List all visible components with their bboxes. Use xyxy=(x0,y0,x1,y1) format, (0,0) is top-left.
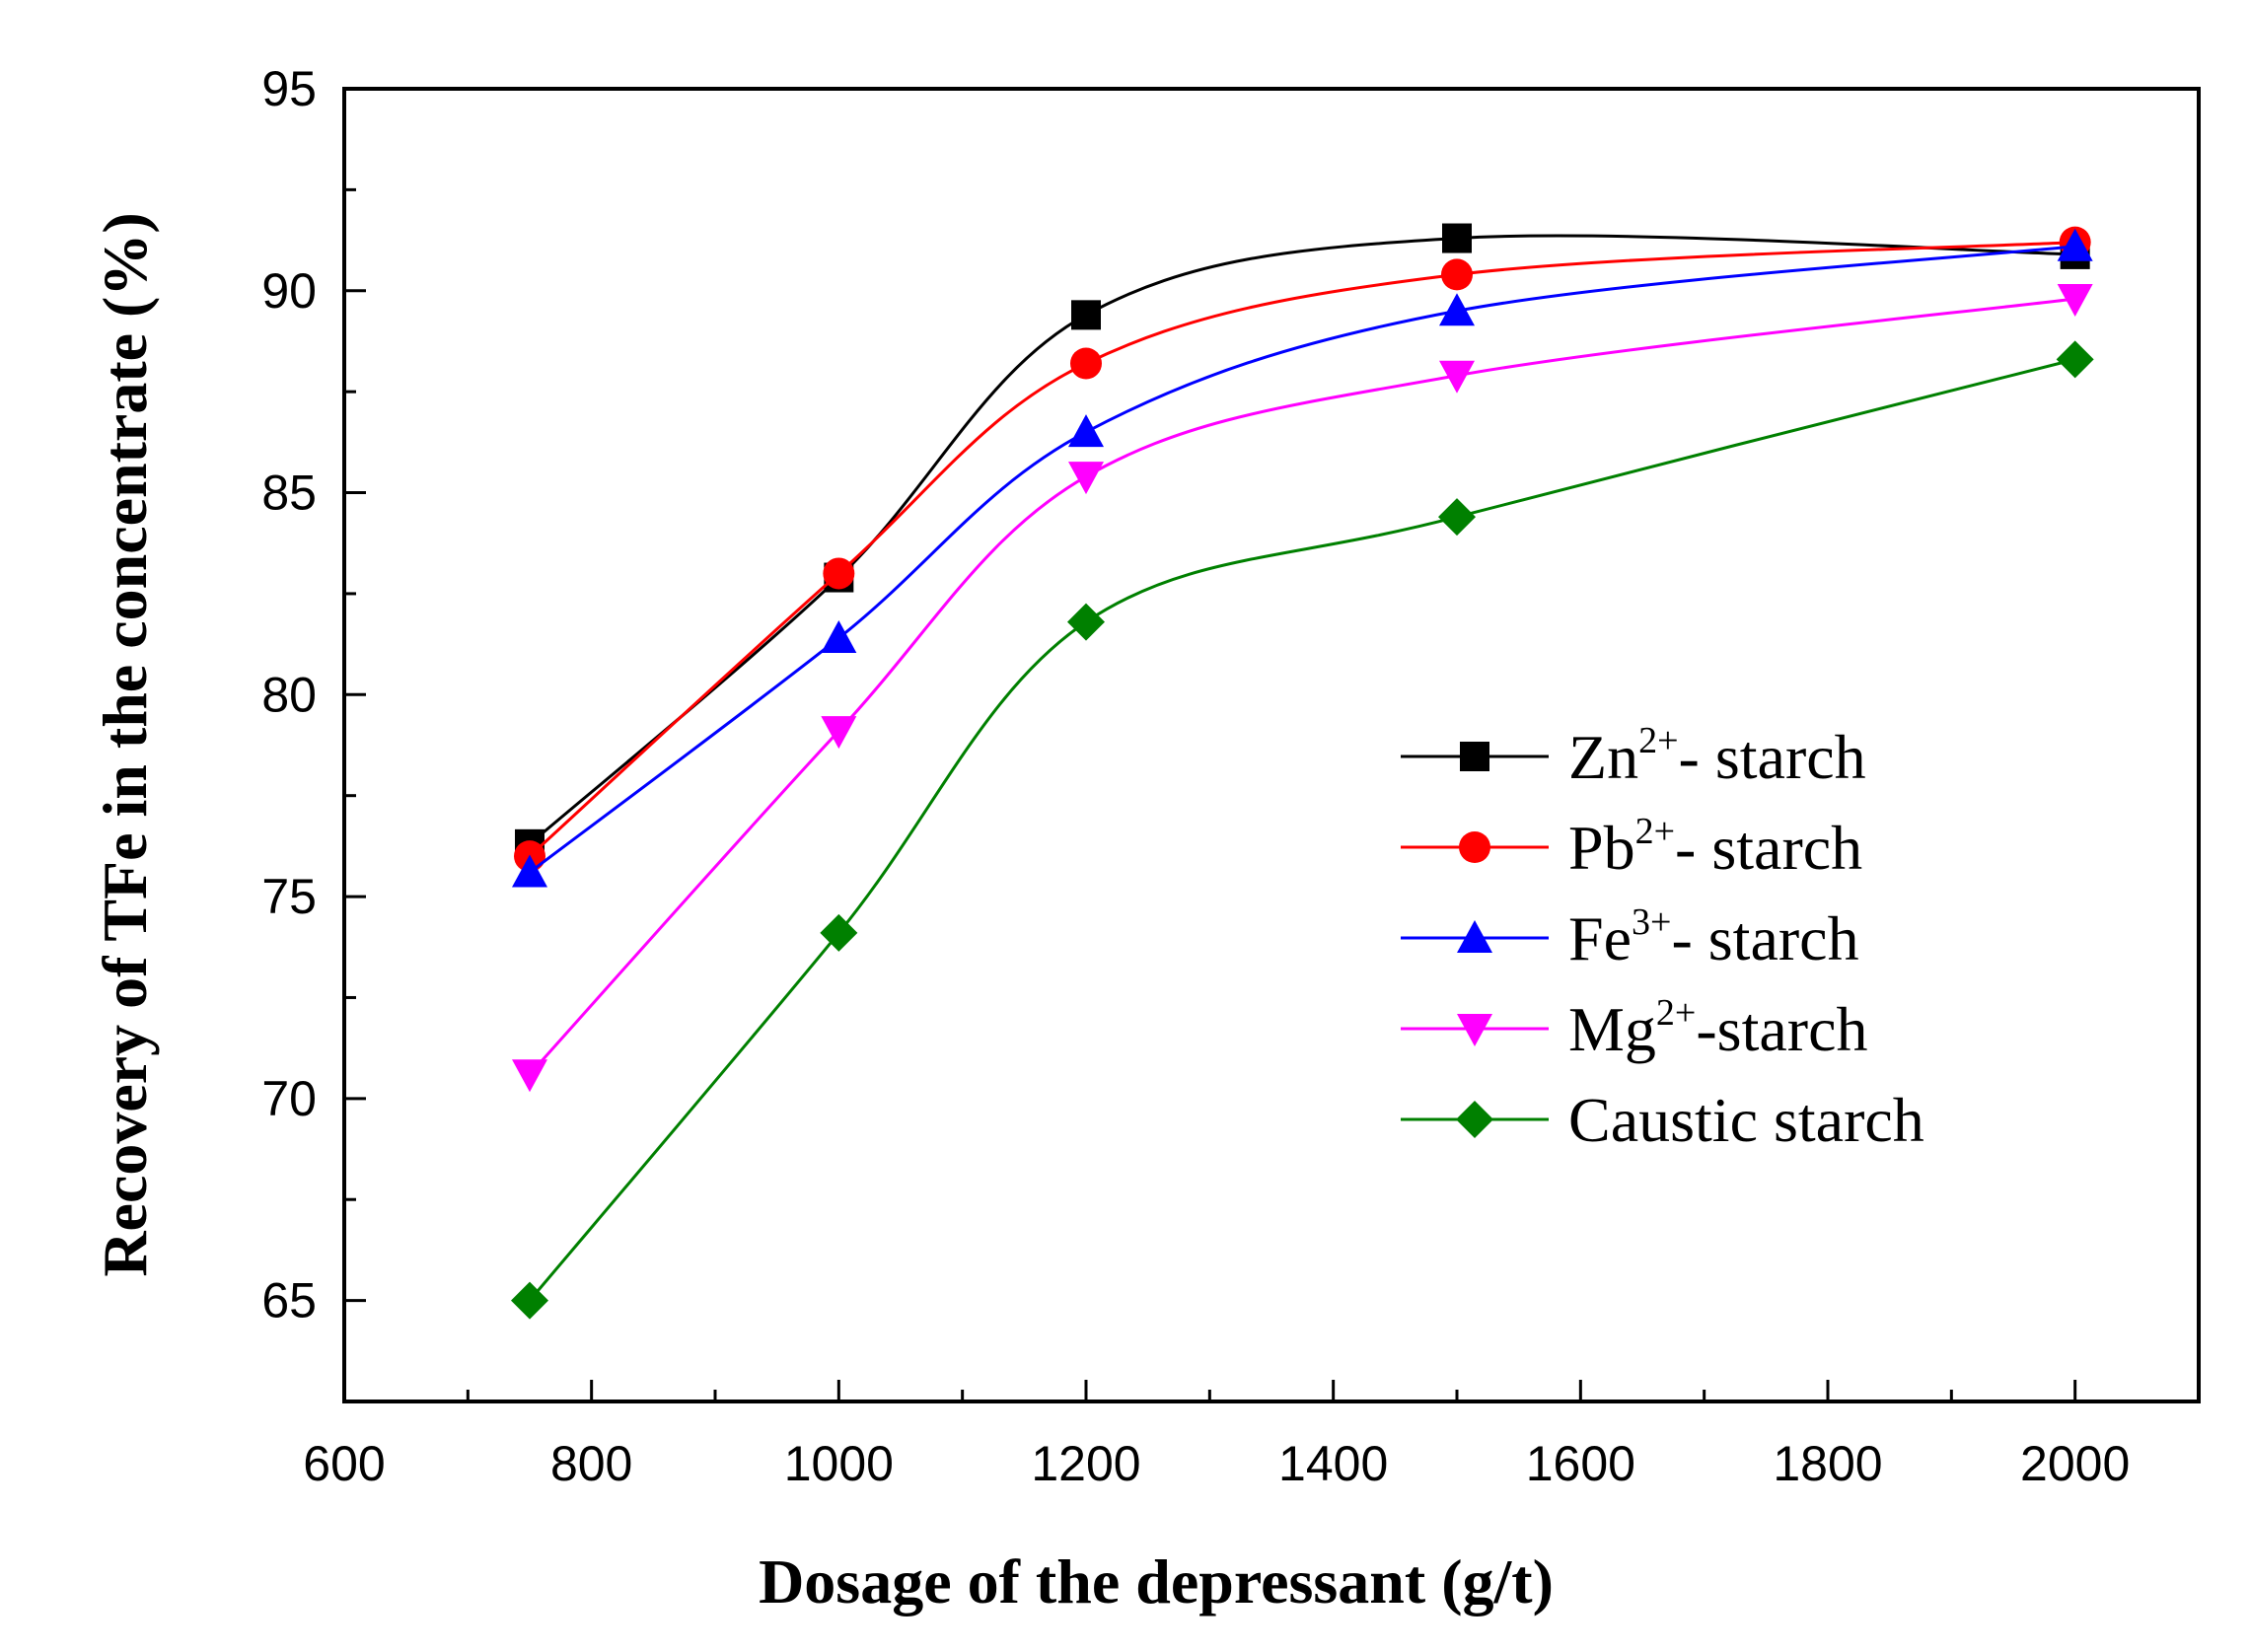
series-5 xyxy=(511,340,2094,1320)
x-tick-label: 1400 xyxy=(1278,1436,1388,1491)
data-point xyxy=(2056,340,2094,379)
legend: Zn2+- starch Pb2+- starch Fe3+- starch Mg2+… xyxy=(1401,720,1924,1155)
legend-marker xyxy=(1457,920,1492,953)
x-axis-title: Dosage of the depressant (g/t) xyxy=(759,1546,1554,1616)
legend-item: Caustic starch xyxy=(1401,1085,1924,1155)
legend-marker xyxy=(1456,1101,1493,1138)
y-tick-label: 95 xyxy=(261,61,317,116)
x-tick-label: 800 xyxy=(550,1436,632,1491)
data-point xyxy=(511,1281,548,1320)
series-line xyxy=(529,245,2075,874)
data-point xyxy=(823,557,855,590)
legend-label: Zn2+- starch xyxy=(1568,720,1866,792)
x-tick-label: 1200 xyxy=(1031,1436,1140,1491)
legend-label: Caustic starch xyxy=(1568,1085,1924,1155)
x-tick-label: 1800 xyxy=(1773,1436,1882,1491)
legend-item: Mg2+-starch xyxy=(1401,992,1867,1064)
series-line xyxy=(528,241,2075,858)
data-point xyxy=(1071,300,1101,330)
data-point xyxy=(1068,462,1104,495)
legend-marker xyxy=(1457,1014,1492,1046)
y-tick-label: 75 xyxy=(261,869,317,924)
y-tick-label: 65 xyxy=(261,1273,317,1329)
data-point xyxy=(1068,414,1104,448)
data-point xyxy=(821,716,857,750)
y-tick-label: 70 xyxy=(261,1071,317,1126)
y-tick-label: 90 xyxy=(261,263,317,319)
data-point xyxy=(512,854,547,888)
series-line xyxy=(528,297,2075,1076)
data-point xyxy=(1067,603,1105,641)
series-line xyxy=(529,234,2075,845)
data-point xyxy=(512,1059,547,1093)
legend-item: Pb2+- starch xyxy=(1401,811,1862,883)
legend-item: Zn2+- starch xyxy=(1401,720,1866,792)
series-4 xyxy=(512,283,2093,1093)
y-axis: 65 70 75 80 85 90 95 xyxy=(261,61,366,1403)
x-tick-label: 2000 xyxy=(2020,1436,2130,1491)
data-point xyxy=(1441,258,1473,291)
data-point xyxy=(1070,347,1102,380)
data-point xyxy=(1439,360,1475,394)
legend-label: Mg2+-starch xyxy=(1568,992,1867,1064)
legend-label: Fe3+- starch xyxy=(1568,901,1859,973)
legend-label: Pb2+- starch xyxy=(1568,811,1862,883)
series-layer xyxy=(511,223,2094,1320)
y-axis-title: Recovery of TFe in the concentrate (%) xyxy=(90,212,160,1276)
plot-frame xyxy=(342,87,2201,1403)
x-tick-label: 600 xyxy=(303,1436,385,1491)
legend-item: Fe3+- starch xyxy=(1401,901,1859,973)
x-tick-label: 1000 xyxy=(784,1436,894,1491)
data-point xyxy=(1442,223,1472,253)
data-point xyxy=(820,913,858,952)
data-point xyxy=(2057,283,2093,317)
legend-marker xyxy=(1460,742,1489,771)
data-point xyxy=(1438,498,1476,537)
series-3 xyxy=(512,228,2093,888)
legend-marker xyxy=(1459,831,1490,863)
y-tick-label: 80 xyxy=(261,667,317,722)
x-axis: 600 800 1000 1200 1400 1600 1800 2000 xyxy=(303,1380,2201,1491)
data-point xyxy=(1439,293,1475,326)
y-tick-label: 85 xyxy=(261,466,317,521)
data-point xyxy=(2057,228,2093,261)
data-point xyxy=(821,619,857,653)
x-tick-label: 1600 xyxy=(1526,1436,1635,1491)
